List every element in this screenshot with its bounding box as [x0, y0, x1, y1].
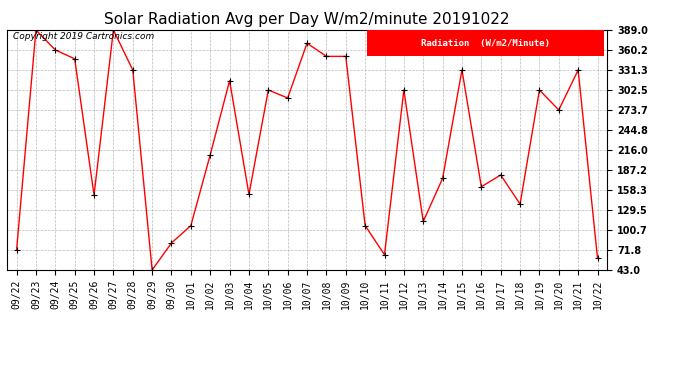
Text: Copyright 2019 Cartronics.com: Copyright 2019 Cartronics.com	[13, 32, 154, 41]
Title: Solar Radiation Avg per Day W/m2/minute 20191022: Solar Radiation Avg per Day W/m2/minute …	[104, 12, 510, 27]
